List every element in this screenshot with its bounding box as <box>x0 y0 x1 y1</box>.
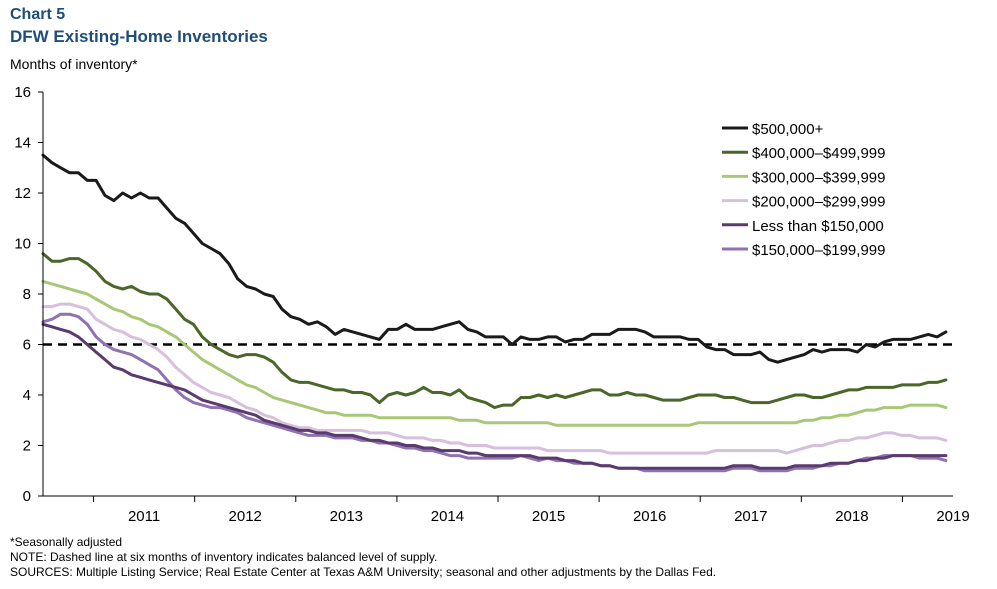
y-tick-label: 0 <box>23 488 31 505</box>
x-tick-label: 2013 <box>330 508 363 525</box>
y-tick-label: 14 <box>14 135 31 152</box>
series-line-6 <box>41 312 948 473</box>
legend-label-4: $200,000–$299,999 <box>752 194 885 211</box>
y-axis-label: Months of inventory* <box>10 56 138 72</box>
x-tick-label: 2014 <box>431 508 464 525</box>
series-line-5 <box>41 322 948 470</box>
x-tick-label: 2019 <box>936 508 969 525</box>
x-tick-label: 2015 <box>532 508 565 525</box>
series-line-3 <box>41 279 948 427</box>
legend-label-3: $300,000–$399,999 <box>752 169 885 186</box>
footnote-seasonally-adjusted: *Seasonally adjusted <box>10 535 123 549</box>
y-tick-label: 4 <box>23 387 31 404</box>
series-line-4 <box>41 302 948 455</box>
y-tick-label: 8 <box>23 286 31 303</box>
x-tick-label: 2018 <box>835 508 868 525</box>
x-tick-label: 2017 <box>734 508 767 525</box>
x-tick-label: 2011 <box>128 508 160 525</box>
x-tick-label: 2012 <box>229 508 262 525</box>
legend-label-2: $400,000–$499,999 <box>752 145 885 162</box>
y-tick-label: 10 <box>14 236 31 253</box>
series-line-2 <box>41 252 948 410</box>
y-tick-label: 2 <box>23 438 31 455</box>
chart-number: Chart 5 <box>10 6 66 23</box>
footnote-note: NOTE: Dashed line at six months of inven… <box>10 550 438 564</box>
y-tick-label: 6 <box>23 337 31 354</box>
footnotes: *Seasonally adjusted NOTE: Dashed line a… <box>10 535 716 580</box>
legend-label-5: Less than $150,000 <box>752 218 884 235</box>
chart-title: DFW Existing-Home Inventories <box>10 27 268 46</box>
footnote-sources: SOURCES: Multiple Listing Service; Real … <box>10 565 717 579</box>
series-line-1 <box>41 153 948 364</box>
x-tick-label: 2016 <box>633 508 666 525</box>
legend-label-1: $500,000+ <box>752 121 824 138</box>
legend-label-6: $150,000–$199,999 <box>752 242 885 259</box>
y-tick-label: 16 <box>14 84 31 101</box>
y-tick-label: 12 <box>14 185 31 202</box>
